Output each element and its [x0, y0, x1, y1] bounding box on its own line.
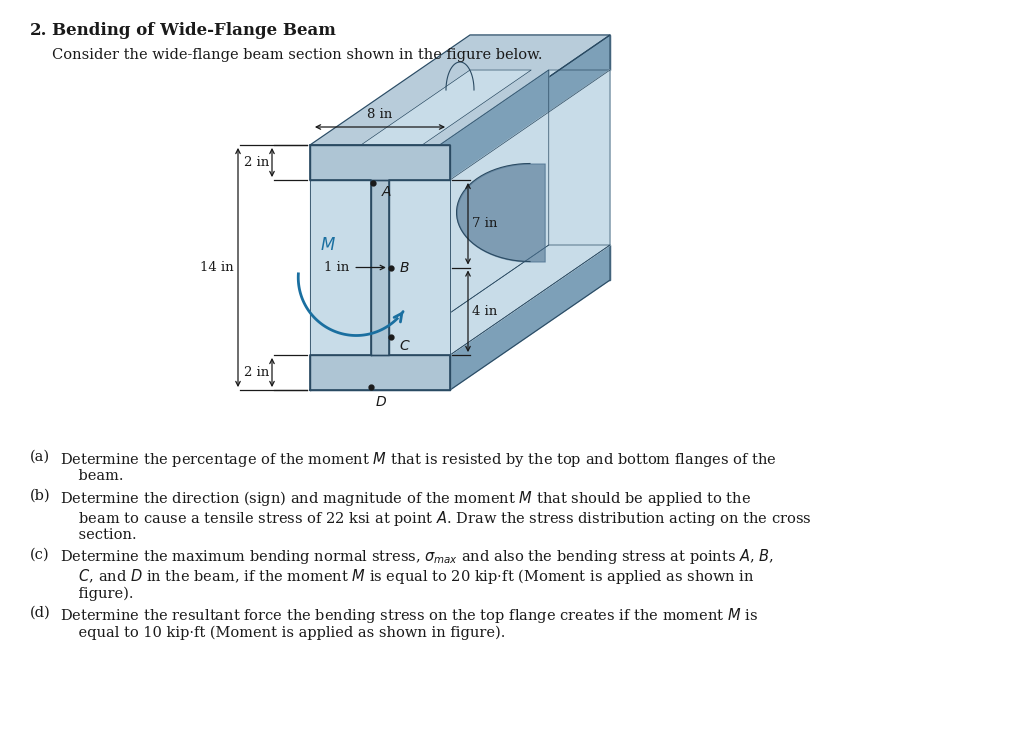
Text: (d): (d): [30, 606, 51, 620]
Polygon shape: [310, 35, 610, 145]
Polygon shape: [310, 70, 531, 180]
Text: $B$: $B$: [398, 260, 410, 275]
Polygon shape: [389, 70, 610, 180]
Text: (b): (b): [30, 489, 50, 503]
Text: Determine the direction (sign) and magnitude of the moment $M$ that should be ap: Determine the direction (sign) and magni…: [60, 489, 752, 508]
Polygon shape: [389, 180, 450, 355]
Text: 2 in: 2 in: [244, 156, 269, 169]
Text: $C$: $C$: [398, 339, 411, 353]
Polygon shape: [470, 35, 610, 280]
Text: $A$: $A$: [381, 185, 392, 199]
Polygon shape: [389, 70, 549, 355]
Text: section.: section.: [60, 528, 136, 542]
Text: Bending of Wide-Flange Beam: Bending of Wide-Flange Beam: [52, 22, 336, 39]
Polygon shape: [389, 245, 610, 355]
Text: Determine the percentage of the moment $M$ that is resisted by the top and botto: Determine the percentage of the moment $…: [60, 450, 777, 469]
Polygon shape: [450, 35, 610, 180]
Text: beam.: beam.: [60, 469, 124, 484]
Text: 7 in: 7 in: [472, 217, 498, 230]
Text: beam to cause a tensile stress of 22 ksi at point $A$. Draw the stress distribut: beam to cause a tensile stress of 22 ksi…: [60, 508, 812, 527]
Polygon shape: [372, 180, 389, 355]
Polygon shape: [310, 180, 372, 355]
Text: 14 in: 14 in: [201, 261, 234, 274]
Text: (c): (c): [30, 548, 49, 562]
Text: Consider the wide-flange beam section shown in the figure below.: Consider the wide-flange beam section sh…: [52, 48, 543, 62]
Text: equal to 10 kip·ft (Moment is applied as shown in figure).: equal to 10 kip·ft (Moment is applied as…: [60, 626, 506, 640]
Text: 2.: 2.: [30, 22, 47, 39]
Text: $D$: $D$: [375, 395, 387, 409]
Text: $M$: $M$: [321, 237, 336, 254]
Text: figure).: figure).: [60, 586, 133, 601]
Text: 8 in: 8 in: [368, 108, 392, 121]
Polygon shape: [310, 355, 450, 390]
Text: (a): (a): [30, 450, 50, 464]
Text: Determine the resultant force the bending stress on the top flange creates if th: Determine the resultant force the bendin…: [60, 606, 758, 625]
Text: Determine the maximum bending normal stress, $\sigma_{max}$ and also the bending: Determine the maximum bending normal str…: [60, 548, 774, 566]
Polygon shape: [450, 245, 610, 390]
Text: $C$, and $D$ in the beam, if the moment $M$ is equal to 20 kip·ft (Moment is app: $C$, and $D$ in the beam, if the moment …: [60, 567, 755, 586]
Polygon shape: [450, 70, 610, 355]
Text: 1 in: 1 in: [324, 261, 349, 274]
Polygon shape: [310, 145, 450, 180]
Text: 4 in: 4 in: [472, 305, 498, 318]
Text: 2 in: 2 in: [244, 366, 269, 379]
